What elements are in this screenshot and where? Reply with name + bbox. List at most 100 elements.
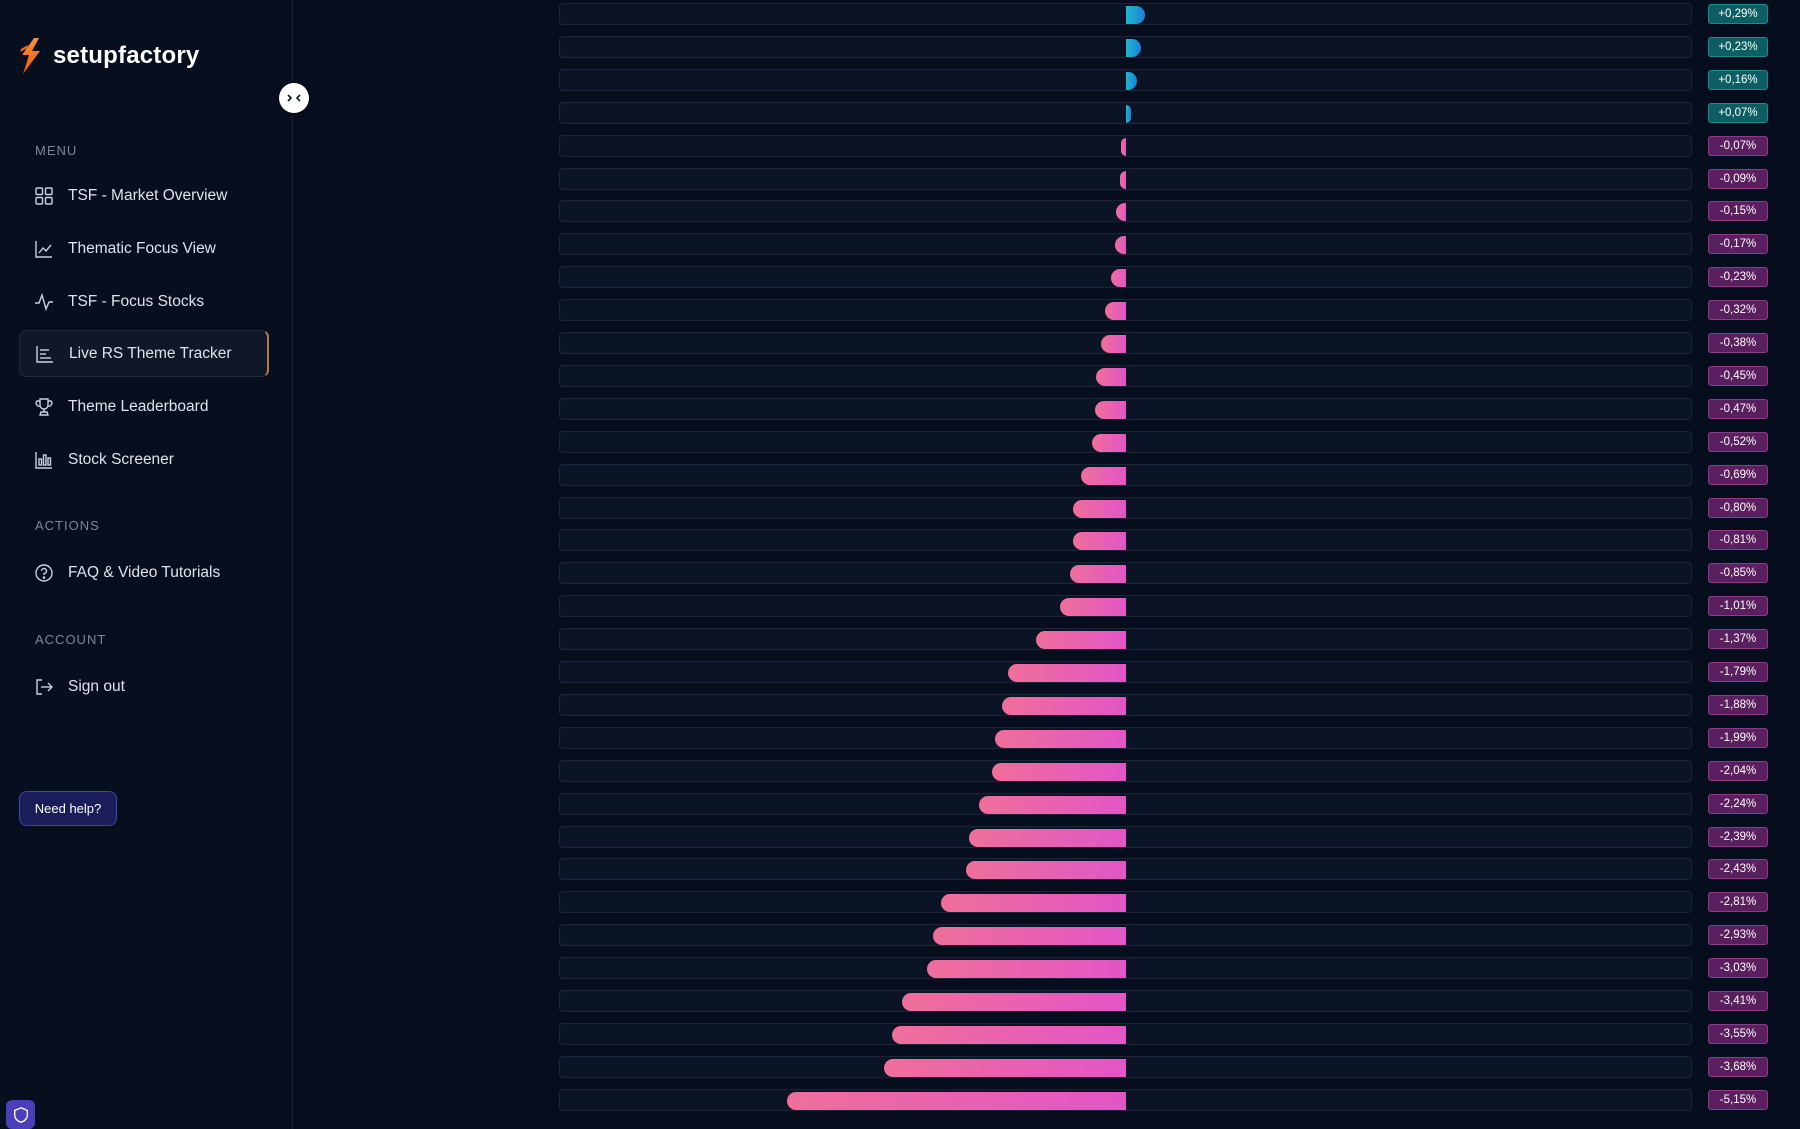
performance-bar: [1002, 696, 1126, 715]
theme-row[interactable]: Gold Miners-0,17%: [293, 231, 1800, 257]
nav-item-label: Thematic Focus View: [68, 239, 216, 257]
bar-track: [559, 1055, 1692, 1078]
performance-badge: -0,17%: [1708, 234, 1768, 255]
theme-row[interactable]: Semiconductors-2,93%: [293, 922, 1800, 948]
performance-badge: -1,79%: [1708, 662, 1768, 682]
theme-row[interactable]: Small Caps-0,52%: [293, 429, 1800, 455]
bar-track: [559, 134, 1692, 157]
theme-row[interactable]: AI Power & Infrastructure-3,03%: [293, 955, 1800, 981]
performance-badge: -0,52%: [1708, 431, 1768, 452]
bar-track: [559, 299, 1692, 322]
nav-item-focus-stocks[interactable]: TSF - Focus Stocks: [19, 278, 269, 325]
performance-badge: -3,41%: [1708, 991, 1768, 1011]
performance-badge: +0,16%: [1708, 69, 1768, 90]
theme-row[interactable]: Memory & Storage-3,41%: [293, 988, 1800, 1014]
theme-row[interactable]: Chemicals & Materials-0,09%: [293, 166, 1800, 192]
performance-badge: -0,32%: [1708, 300, 1768, 321]
performance-badge: -0,07%: [1708, 135, 1768, 156]
bar-track: [559, 1088, 1692, 1111]
performance-badge: -1,01%: [1708, 596, 1768, 617]
theme-row[interactable]: Diversified Tech-0,38%: [293, 330, 1800, 356]
performance-badge: -0,85%: [1708, 563, 1768, 584]
performance-badge: -3,68%: [1708, 1056, 1768, 1077]
performance-badge: -2,43%: [1708, 859, 1768, 880]
theme-row[interactable]: Industrials+0,07%: [293, 100, 1800, 126]
theme-row[interactable]: Drones-0,80%: [293, 495, 1800, 521]
performance-badge: -2,93%: [1708, 925, 1768, 946]
grid-icon: [35, 186, 53, 205]
performance-bar: [1091, 433, 1126, 452]
performance-badge: -0,09%: [1708, 168, 1768, 189]
theme-row[interactable]: Speculative Tech-0,45%: [293, 363, 1800, 389]
theme-row[interactable]: Microcaps-1,79%: [293, 659, 1800, 685]
performance-bar: [1100, 335, 1126, 353]
nav-item-label: FAQ & Video Tutorials: [68, 563, 221, 581]
theme-row[interactable]: Copper Miners-1,37%: [293, 626, 1800, 652]
nav-item-sign-out[interactable]: Sign out: [19, 663, 269, 710]
theme-row[interactable]: Robotics & Automation-0,81%: [293, 527, 1800, 553]
theme-row[interactable]: Tech Mega Caps-0,47%: [293, 396, 1800, 422]
need-help-button[interactable]: Need help?: [19, 791, 117, 826]
performance-bar: [787, 1091, 1126, 1110]
brand-name: setupfactory: [53, 42, 200, 69]
bar-list-icon: [36, 345, 53, 363]
theme-row[interactable]: Clean Energy-5,15%: [293, 1087, 1800, 1113]
nav-item-thematic-focus-view[interactable]: Thematic Focus View: [19, 225, 269, 272]
nav-item-faq-video-tutorials[interactable]: FAQ & Video Tutorials: [19, 549, 269, 596]
bar-track: [559, 266, 1692, 289]
performance-bar: [1096, 367, 1126, 386]
bar-track: [559, 595, 1692, 618]
performance-bar: [941, 894, 1126, 913]
bar-track: [559, 628, 1692, 651]
theme-row[interactable]: Lithium & Battery Tech-2,04%: [293, 758, 1800, 784]
theme-row[interactable]: Bitcoin-2,81%: [293, 889, 1800, 915]
theme-row[interactable]: Rare Earth Metals-1,88%: [293, 692, 1800, 718]
performance-bar: [1126, 6, 1146, 24]
theme-row[interactable]: AI - Datacenters-0,23%: [293, 264, 1800, 290]
theme-row[interactable]: Telecom, Optics & Connectivity-0,69%: [293, 462, 1800, 488]
shield-icon[interactable]: [6, 1100, 35, 1129]
nav-item-market-overview[interactable]: TSF - Market Overview: [19, 172, 269, 219]
theme-row[interactable]: Solar-3,55%: [293, 1021, 1800, 1047]
performance-bar: [1126, 38, 1142, 57]
sidebar: setupfactory MENU TSF - Market Overview …: [0, 0, 293, 1129]
performance-bar: [1126, 71, 1137, 90]
nav-item-label: Theme Leaderboard: [68, 397, 209, 415]
menu-section-label: MENU: [35, 143, 78, 158]
nav-item-live-rs-theme-tracker[interactable]: Live RS Theme Tracker: [19, 330, 269, 377]
performance-bar: [883, 1058, 1126, 1077]
performance-bar: [1120, 170, 1126, 189]
lightning-logo-icon: [20, 38, 40, 74]
theme-row[interactable]: IPOs-0,07%: [293, 133, 1800, 159]
theme-row[interactable]: China Tech-0,32%: [293, 297, 1800, 323]
bar-track: [559, 233, 1692, 256]
theme-row[interactable]: Uranium & Nuclear Energy-2,43%: [293, 856, 1800, 882]
performance-bar: [1035, 631, 1126, 650]
collapse-sidebar-button[interactable]: [279, 83, 309, 113]
performance-badge: -0,23%: [1708, 267, 1768, 288]
theme-row[interactable]: IBD 50-2,39%: [293, 824, 1800, 850]
bar-track: [559, 924, 1692, 947]
bar-track: [559, 463, 1692, 486]
theme-tracker-chart: Fintech+0,29% Utilities+0,23% Homebuilders…: [293, 0, 1800, 1129]
performance-badge: +0,07%: [1708, 102, 1768, 123]
nav-item-theme-leaderboard[interactable]: Theme Leaderboard: [19, 383, 269, 430]
theme-row[interactable]: Silver Miners-1,01%: [293, 593, 1800, 619]
nav-item-label: Sign out: [68, 677, 125, 695]
theme-row[interactable]: Crypto Equities-3,68%: [293, 1054, 1800, 1080]
performance-badge: -0,45%: [1708, 365, 1768, 386]
theme-row[interactable]: Utilities+0,23%: [293, 34, 1800, 60]
theme-row[interactable]: Homebuilders+0,16%: [293, 67, 1800, 93]
theme-row[interactable]: Biotech-2,24%: [293, 791, 1800, 817]
nav-item-label: TSF - Market Overview: [68, 186, 228, 204]
brand-logo[interactable]: setupfactory: [18, 36, 199, 76]
performance-badge: +0,23%: [1708, 36, 1768, 57]
screener-icon: [35, 451, 52, 469]
bar-track: [559, 990, 1692, 1012]
theme-row[interactable]: Growth Stocks-0,15%: [293, 198, 1800, 224]
theme-row[interactable]: Metals & Mining-1,99%: [293, 725, 1800, 751]
nav-item-stock-screener[interactable]: Stock Screener: [19, 436, 269, 483]
performance-badge: -1,88%: [1708, 694, 1768, 715]
theme-row[interactable]: Broad AI Theme-0,85%: [293, 560, 1800, 586]
theme-row[interactable]: Fintech+0,29%: [293, 1, 1800, 27]
